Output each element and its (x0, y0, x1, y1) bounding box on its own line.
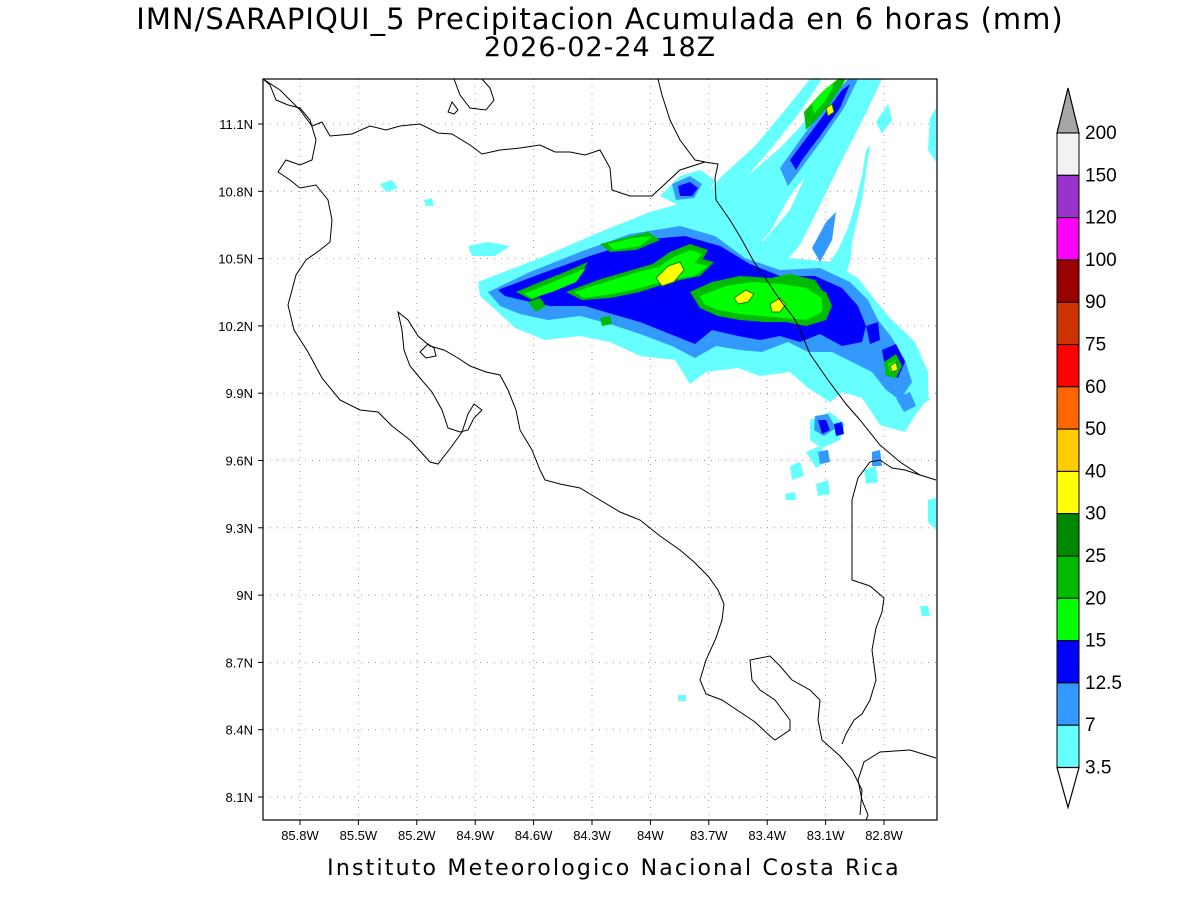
colorbar-swatch (1056, 344, 1080, 388)
footer-credit: Instituto Meteorologico Nacional Costa R… (327, 856, 901, 881)
colorbar-swatch (1056, 597, 1080, 642)
colorbar-swatch (1056, 724, 1080, 769)
colorbar-label: 7 (1085, 715, 1096, 736)
y-tick-label: 10.5N (218, 252, 253, 267)
colorbar-label: 200 (1085, 123, 1117, 144)
longitude-axis: 85.8W 85.5W 85.2W 84.9W 84.6W 84.3W 84W 83.7W 83… (281, 820, 904, 843)
colorbar-swatch (1056, 386, 1080, 430)
y-tick-label: 9.6N (226, 454, 253, 469)
y-tick-label: 10.2N (218, 319, 253, 334)
y-tick-label: 9.9N (226, 386, 253, 401)
x-tick-label: 84W (637, 828, 664, 843)
plot-frame (262, 78, 938, 821)
y-tick-label: 10.8N (218, 184, 253, 199)
colorbar-under-triangle (1056, 766, 1080, 810)
colorbar-label: 20 (1085, 588, 1106, 609)
colorbar-label: 75 (1085, 335, 1106, 356)
colorbar-swatch (1056, 259, 1080, 303)
latitude-axis: 11.1N 10.8N 10.5N 10.2N 9.9N 9.6N 9.3N 9N 8.7N 8.… (218, 117, 263, 805)
colorbar-label: 40 (1085, 461, 1106, 482)
colorbar-label: 50 (1085, 419, 1106, 440)
colorbar-swatch (1056, 174, 1080, 219)
colorbar-label: 150 (1085, 165, 1117, 186)
y-tick-label: 9N (236, 588, 253, 603)
colorbar-label: 100 (1085, 250, 1117, 271)
x-tick-label: 84.6W (515, 828, 553, 843)
y-tick-label: 8.4N (226, 723, 253, 738)
lat-lon-grid (263, 79, 937, 820)
x-tick-label: 83.7W (690, 828, 728, 843)
colorbar-label: 15 (1085, 631, 1106, 652)
colorbar-label: 60 (1085, 377, 1106, 398)
x-tick-label: 82.8W (865, 828, 903, 843)
colorbar-over-triangle (1056, 87, 1080, 134)
x-tick-label: 84.9W (456, 828, 494, 843)
y-tick-label: 11.1N (219, 117, 253, 132)
map-subtitle: 2026-02-24 18Z (483, 32, 717, 63)
colorbar-label: 25 (1085, 546, 1106, 567)
colorbar-label: 12.5 (1085, 673, 1122, 694)
colorbar-label: 120 (1085, 208, 1117, 229)
map-title: IMN/SARAPIQUI_5 Precipitacion Acumulada … (136, 2, 1064, 36)
colorbar-swatch (1056, 132, 1080, 176)
x-tick-label: 84.3W (573, 828, 611, 843)
y-tick-label: 8.7N (226, 655, 253, 670)
precipitation-field (380, 79, 936, 701)
x-tick-label: 83.1W (807, 828, 845, 843)
colorbar-swatch (1056, 640, 1080, 684)
colorbar: 200 150 120 100 90 75 60 50 40 30 25 20 15 12.5 7 3.5 (1056, 87, 1122, 810)
coastline (263, 79, 937, 820)
colorbar-label: 30 (1085, 504, 1106, 525)
colorbar-swatch (1056, 555, 1080, 599)
colorbar-label: 3.5 (1085, 758, 1111, 779)
x-tick-label: 85.5W (340, 828, 378, 843)
colorbar-swatch (1056, 470, 1080, 515)
y-tick-label: 8.1N (226, 790, 253, 805)
colorbar-label: 90 (1085, 292, 1106, 313)
colorbar-swatch (1056, 301, 1080, 346)
colorbar-swatch (1056, 428, 1080, 472)
colorbar-swatch (1056, 217, 1080, 261)
x-tick-label: 83.4W (748, 828, 786, 843)
colorbar-swatch (1056, 682, 1080, 726)
x-tick-label: 85.8W (281, 828, 319, 843)
x-tick-label: 85.2W (398, 828, 436, 843)
y-tick-label: 9.3N (226, 521, 253, 536)
colorbar-swatch (1056, 513, 1080, 557)
